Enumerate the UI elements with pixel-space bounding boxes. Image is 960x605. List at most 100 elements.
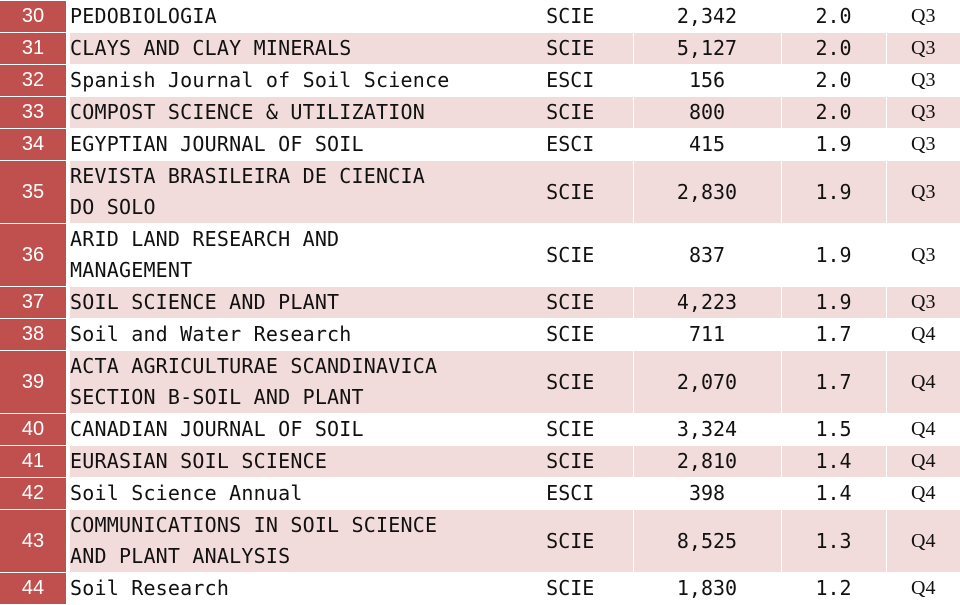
journal-name-cell: EURASIAN SOIL SCIENCE <box>68 445 508 478</box>
impact-factor-cell: 2.0 <box>780 96 886 129</box>
table-row: 31 CLAYS AND CLAY MINERALS SCIE 5,127 2.0 Q3 <box>0 32 960 65</box>
index-cell: SCIE <box>508 413 633 446</box>
count-cell: 3,324 <box>632 413 781 446</box>
journal-name-cell: COMPOST SCIENCE & UTILIZATION <box>68 96 508 129</box>
journal-name-cell: REVISTA BRASILEIRA DE CIENCIA DO SOLO <box>68 160 508 224</box>
rank-cell: 32 <box>0 64 70 97</box>
impact-factor-cell: 1.9 <box>780 160 886 224</box>
journal-name-line: SECTION B-SOIL AND PLANT <box>70 385 364 409</box>
count-cell: 2,830 <box>632 160 781 224</box>
journal-name-cell: SOIL SCIENCE AND PLANT <box>68 286 508 319</box>
count-cell: 415 <box>632 128 781 161</box>
impact-factor-cell: 1.3 <box>780 509 886 573</box>
journal-name-cell: ARID LAND RESEARCH AND MANAGEMENT <box>68 223 508 287</box>
quartile-cell: Q3 <box>885 64 960 97</box>
journal-name-line: EGYPTIAN JOURNAL OF SOIL <box>70 132 364 156</box>
rank-cell: 43 <box>0 509 70 573</box>
journal-name-cell: EGYPTIAN JOURNAL OF SOIL <box>68 128 508 161</box>
index-cell: SCIE <box>508 223 633 287</box>
index-cell: ESCI <box>508 64 633 97</box>
journal-name-line: ACTA AGRICULTURAE SCANDINAVICA <box>70 354 438 378</box>
index-cell: SCIE <box>508 572 633 605</box>
rank-cell: 40 <box>0 413 70 446</box>
journal-name-line: MANAGEMENT <box>70 258 193 282</box>
table-row: 32 Spanish Journal of Soil Science ESCI 156… <box>0 64 960 97</box>
table-row: 44 Soil Research SCIE 1,830 1.2 Q4 <box>0 572 960 605</box>
impact-factor-cell: 2.0 <box>780 0 886 33</box>
impact-factor-cell: 2.0 <box>780 32 886 65</box>
index-cell: SCIE <box>508 318 633 351</box>
index-cell: SCIE <box>508 0 633 33</box>
rank-cell: 39 <box>0 350 70 414</box>
table-row: 38 Soil and Water Research SCIE 711 1.7 Q4 <box>0 318 960 351</box>
journal-name-cell: CANADIAN JOURNAL OF SOIL <box>68 413 508 446</box>
impact-factor-cell: 1.9 <box>780 286 886 319</box>
table-row: 34 EGYPTIAN JOURNAL OF SOIL ESCI 415 1.9 Q3 <box>0 128 960 161</box>
rank-cell: 34 <box>0 128 70 161</box>
table-row: 39 ACTA AGRICULTURAE SCANDINAVICA SECTION … <box>0 350 960 414</box>
rank-cell: 35 <box>0 160 70 224</box>
count-cell: 1,830 <box>632 572 781 605</box>
impact-factor-cell: 1.7 <box>780 318 886 351</box>
quartile-cell: Q3 <box>885 160 960 224</box>
journal-name-line: SOIL SCIENCE AND PLANT <box>70 290 340 314</box>
table-row: 36 ARID LAND RESEARCH AND MANAGEMENT SCIE 83… <box>0 223 960 287</box>
journal-name-cell: ACTA AGRICULTURAE SCANDINAVICA SECTION B-… <box>68 350 508 414</box>
count-cell: 2,070 <box>632 350 781 414</box>
journal-name-line: Soil Science Annual <box>70 481 303 505</box>
journal-name-line: Soil and Water Research <box>70 322 352 346</box>
quartile-cell: Q4 <box>885 445 960 478</box>
index-cell: SCIE <box>508 509 633 573</box>
quartile-cell: Q4 <box>885 350 960 414</box>
impact-factor-cell: 1.4 <box>780 445 886 478</box>
quartile-cell: Q4 <box>885 318 960 351</box>
rank-cell: 38 <box>0 318 70 351</box>
rank-cell: 44 <box>0 572 70 605</box>
index-cell: ESCI <box>508 128 633 161</box>
journal-name-line: COMPOST SCIENCE & UTILIZATION <box>70 100 425 124</box>
index-cell: SCIE <box>508 286 633 319</box>
journal-name-line: CLAYS AND CLAY MINERALS <box>70 36 352 60</box>
count-cell: 8,525 <box>632 509 781 573</box>
quartile-cell: Q4 <box>885 477 960 510</box>
count-cell: 4,223 <box>632 286 781 319</box>
quartile-cell: Q3 <box>885 223 960 287</box>
quartile-cell: Q4 <box>885 413 960 446</box>
count-cell: 398 <box>632 477 781 510</box>
rank-cell: 36 <box>0 223 70 287</box>
table-row: 41 EURASIAN SOIL SCIENCE SCIE 2,810 1.4 Q4 <box>0 445 960 478</box>
index-cell: SCIE <box>508 32 633 65</box>
table-row: 42 Soil Science Annual ESCI 398 1.4 Q4 <box>0 477 960 510</box>
index-cell: SCIE <box>508 350 633 414</box>
rank-cell: 33 <box>0 96 70 129</box>
impact-factor-cell: 2.0 <box>780 64 886 97</box>
count-cell: 156 <box>632 64 781 97</box>
count-cell: 837 <box>632 223 781 287</box>
count-cell: 2,810 <box>632 445 781 478</box>
quartile-cell: Q3 <box>885 32 960 65</box>
table-row: 30 PEDOBIOLOGIA SCIE 2,342 2.0 Q3 <box>0 0 960 33</box>
journal-name-line: REVISTA BRASILEIRA DE CIENCIA <box>70 164 425 188</box>
journal-name-cell: Spanish Journal of Soil Science <box>68 64 508 97</box>
impact-factor-cell: 1.9 <box>780 223 886 287</box>
journal-name-line: Spanish Journal of Soil Science <box>70 68 450 92</box>
impact-factor-cell: 1.4 <box>780 477 886 510</box>
journal-name-cell: PEDOBIOLOGIA <box>68 0 508 33</box>
quartile-cell: Q3 <box>885 128 960 161</box>
quartile-cell: Q3 <box>885 0 960 33</box>
rank-cell: 37 <box>0 286 70 319</box>
count-cell: 711 <box>632 318 781 351</box>
journal-name-line: DO SOLO <box>70 195 156 219</box>
impact-factor-cell: 1.9 <box>780 128 886 161</box>
rank-cell: 42 <box>0 477 70 510</box>
journal-name-cell: COMMUNICATIONS IN SOIL SCIENCE AND PLANT … <box>68 509 508 573</box>
table-row: 43 COMMUNICATIONS IN SOIL SCIENCE AND PLAN… <box>0 509 960 573</box>
quartile-cell: Q3 <box>885 96 960 129</box>
index-cell: SCIE <box>508 445 633 478</box>
journal-name-cell: Soil Research <box>68 572 508 605</box>
journal-name-cell: Soil and Water Research <box>68 318 508 351</box>
journal-name-line: ARID LAND RESEARCH AND <box>70 227 340 251</box>
table-row: 40 CANADIAN JOURNAL OF SOIL SCIE 3,324 1.5 Q4 <box>0 413 960 446</box>
